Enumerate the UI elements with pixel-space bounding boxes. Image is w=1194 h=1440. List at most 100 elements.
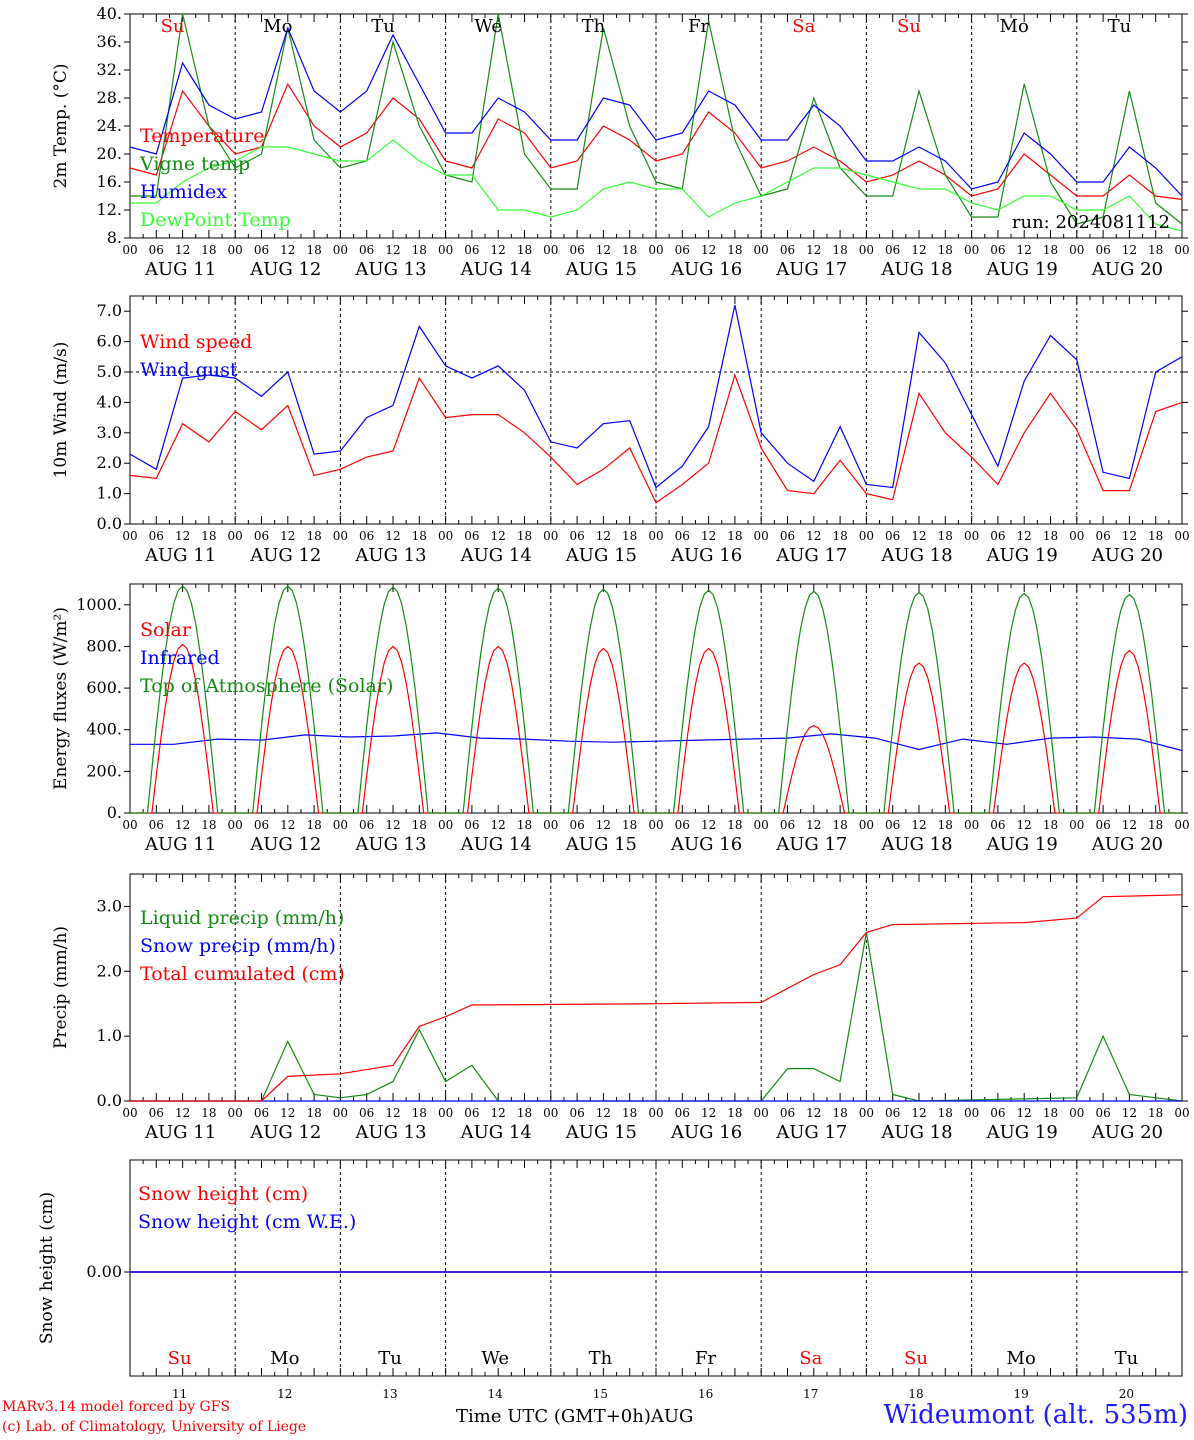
hour-tick-label: 00 [648, 243, 663, 257]
y-tick-label: 12. [97, 200, 122, 219]
hour-tick-label: 12 [175, 243, 190, 257]
hour-tick-label: 00 [228, 1106, 243, 1120]
day-number-label: 14 [488, 1387, 504, 1401]
hour-tick-label: 06 [990, 243, 1005, 257]
hour-tick-label: 12 [806, 243, 821, 257]
hour-tick-label: 00 [754, 818, 769, 832]
y-tick-label: 40. [97, 4, 122, 23]
hour-tick-label: 06 [359, 243, 374, 257]
hour-tick-label: 12 [385, 529, 400, 543]
hour-tick-label: 18 [832, 818, 847, 832]
hour-tick-label: 12 [175, 1106, 190, 1120]
hour-tick-label: 12 [596, 1106, 611, 1120]
hour-tick-label: 06 [885, 1106, 900, 1120]
date-label: AUG 14 [460, 1122, 532, 1143]
weekday-label: Su [161, 16, 185, 37]
time-axis-title: Time UTC (GMT+0h) [456, 1406, 651, 1427]
y-tick-label: 0.00 [86, 1262, 122, 1281]
hour-tick-label: 12 [806, 818, 821, 832]
legend-entry: Wind speed [140, 331, 252, 353]
hour-tick-label: 18 [201, 818, 216, 832]
hour-tick-label: 18 [832, 1106, 847, 1120]
date-label: AUG 19 [986, 1122, 1058, 1143]
hour-tick-label: 00 [859, 818, 874, 832]
y-tick-label: 3.0 [97, 896, 122, 915]
date-label: AUG 19 [986, 259, 1058, 280]
y-tick-label: 36. [97, 32, 122, 51]
y-tick-label: 1.0 [97, 1026, 122, 1045]
hour-tick-label: 06 [1095, 1106, 1110, 1120]
legend-entry: Humidex [140, 181, 227, 203]
date-label: AUG 15 [565, 259, 637, 280]
hour-tick-label: 12 [1017, 529, 1032, 543]
hour-tick-label: 12 [491, 529, 506, 543]
hour-tick-label: 00 [122, 818, 137, 832]
hour-tick-label: 18 [938, 1106, 953, 1120]
hour-tick-label: 12 [1122, 818, 1137, 832]
legend-entry: DewPoint Temp [140, 209, 291, 231]
time-axis-month: AUG [650, 1406, 694, 1427]
hour-tick-label: 18 [727, 529, 742, 543]
hour-tick-label: 00 [228, 529, 243, 543]
hour-tick-label: 18 [517, 1106, 532, 1120]
hour-tick-label: 12 [1017, 243, 1032, 257]
y-tick-label: 600. [86, 678, 122, 697]
hour-tick-label: 00 [1174, 818, 1189, 832]
hour-tick-label: 06 [464, 529, 479, 543]
date-label: AUG 19 [986, 834, 1058, 855]
hour-tick-label: 00 [543, 818, 558, 832]
date-label: AUG 16 [670, 259, 742, 280]
hour-tick-label: 06 [149, 243, 164, 257]
hour-tick-label: 18 [622, 529, 637, 543]
hour-tick-label: 12 [911, 1106, 926, 1120]
hour-tick-label: 18 [1148, 818, 1163, 832]
y-tick-label: 16. [97, 172, 122, 191]
hour-tick-label: 12 [1122, 243, 1137, 257]
hour-tick-label: 00 [754, 529, 769, 543]
series-dewpoint-temp [130, 139, 1183, 232]
hour-tick-label: 00 [754, 1106, 769, 1120]
hour-tick-label: 12 [491, 818, 506, 832]
day-number-label: 11 [172, 1387, 187, 1401]
hour-tick-label: 00 [228, 818, 243, 832]
hour-tick-label: 18 [622, 243, 637, 257]
time-axis-label: Time UTC (GMT+0h)AUG [456, 1406, 693, 1427]
hour-tick-label: 18 [201, 243, 216, 257]
hour-tick-label: 00 [859, 529, 874, 543]
weekday-label-bottom: Su [904, 1348, 928, 1369]
hour-tick-label: 12 [175, 529, 190, 543]
hour-tick-label: 18 [306, 818, 321, 832]
date-label: AUG 11 [144, 545, 216, 566]
hour-tick-label: 18 [412, 1106, 427, 1120]
hour-tick-label: 00 [859, 1106, 874, 1120]
y-tick-label: 0.0 [97, 1091, 122, 1110]
weekday-label-bottom: Tu [378, 1348, 402, 1369]
hour-tick-label: 06 [254, 1106, 269, 1120]
hour-tick-label: 00 [859, 243, 874, 257]
hour-tick-label: 06 [569, 243, 584, 257]
weekday-label: Sa [792, 16, 815, 37]
hour-tick-label: 18 [622, 818, 637, 832]
date-label: AUG 18 [880, 545, 952, 566]
date-label: AUG 15 [565, 545, 637, 566]
hour-tick-label: 00 [333, 1106, 348, 1120]
y-tick-label: 0. [107, 803, 122, 822]
date-label: AUG 13 [354, 834, 426, 855]
hour-tick-label: 06 [1095, 818, 1110, 832]
y-tick-label: 8. [107, 228, 122, 247]
hour-tick-label: 12 [1122, 1106, 1137, 1120]
day-number-label: 18 [908, 1387, 923, 1401]
hour-tick-label: 18 [1148, 529, 1163, 543]
date-label: AUG 13 [354, 259, 426, 280]
hour-tick-label: 00 [1069, 1106, 1084, 1120]
hour-tick-label: 12 [385, 818, 400, 832]
legend-entry: Liquid precip (mm/h) [140, 907, 344, 929]
hour-tick-label: 00 [438, 243, 453, 257]
date-label: AUG 18 [880, 1122, 952, 1143]
hour-tick-label: 12 [596, 529, 611, 543]
run-annotation: run: 2024081112 [1012, 212, 1170, 233]
hour-tick-label: 00 [1069, 529, 1084, 543]
panel-2: 00 06 12 18 AUG 11 00 06 12 18 AUG 12 00 06 12 18 AUG … [51, 295, 1190, 566]
weekday-label-bottom: Mo [270, 1348, 299, 1369]
day-number-label: 20 [1119, 1387, 1134, 1401]
